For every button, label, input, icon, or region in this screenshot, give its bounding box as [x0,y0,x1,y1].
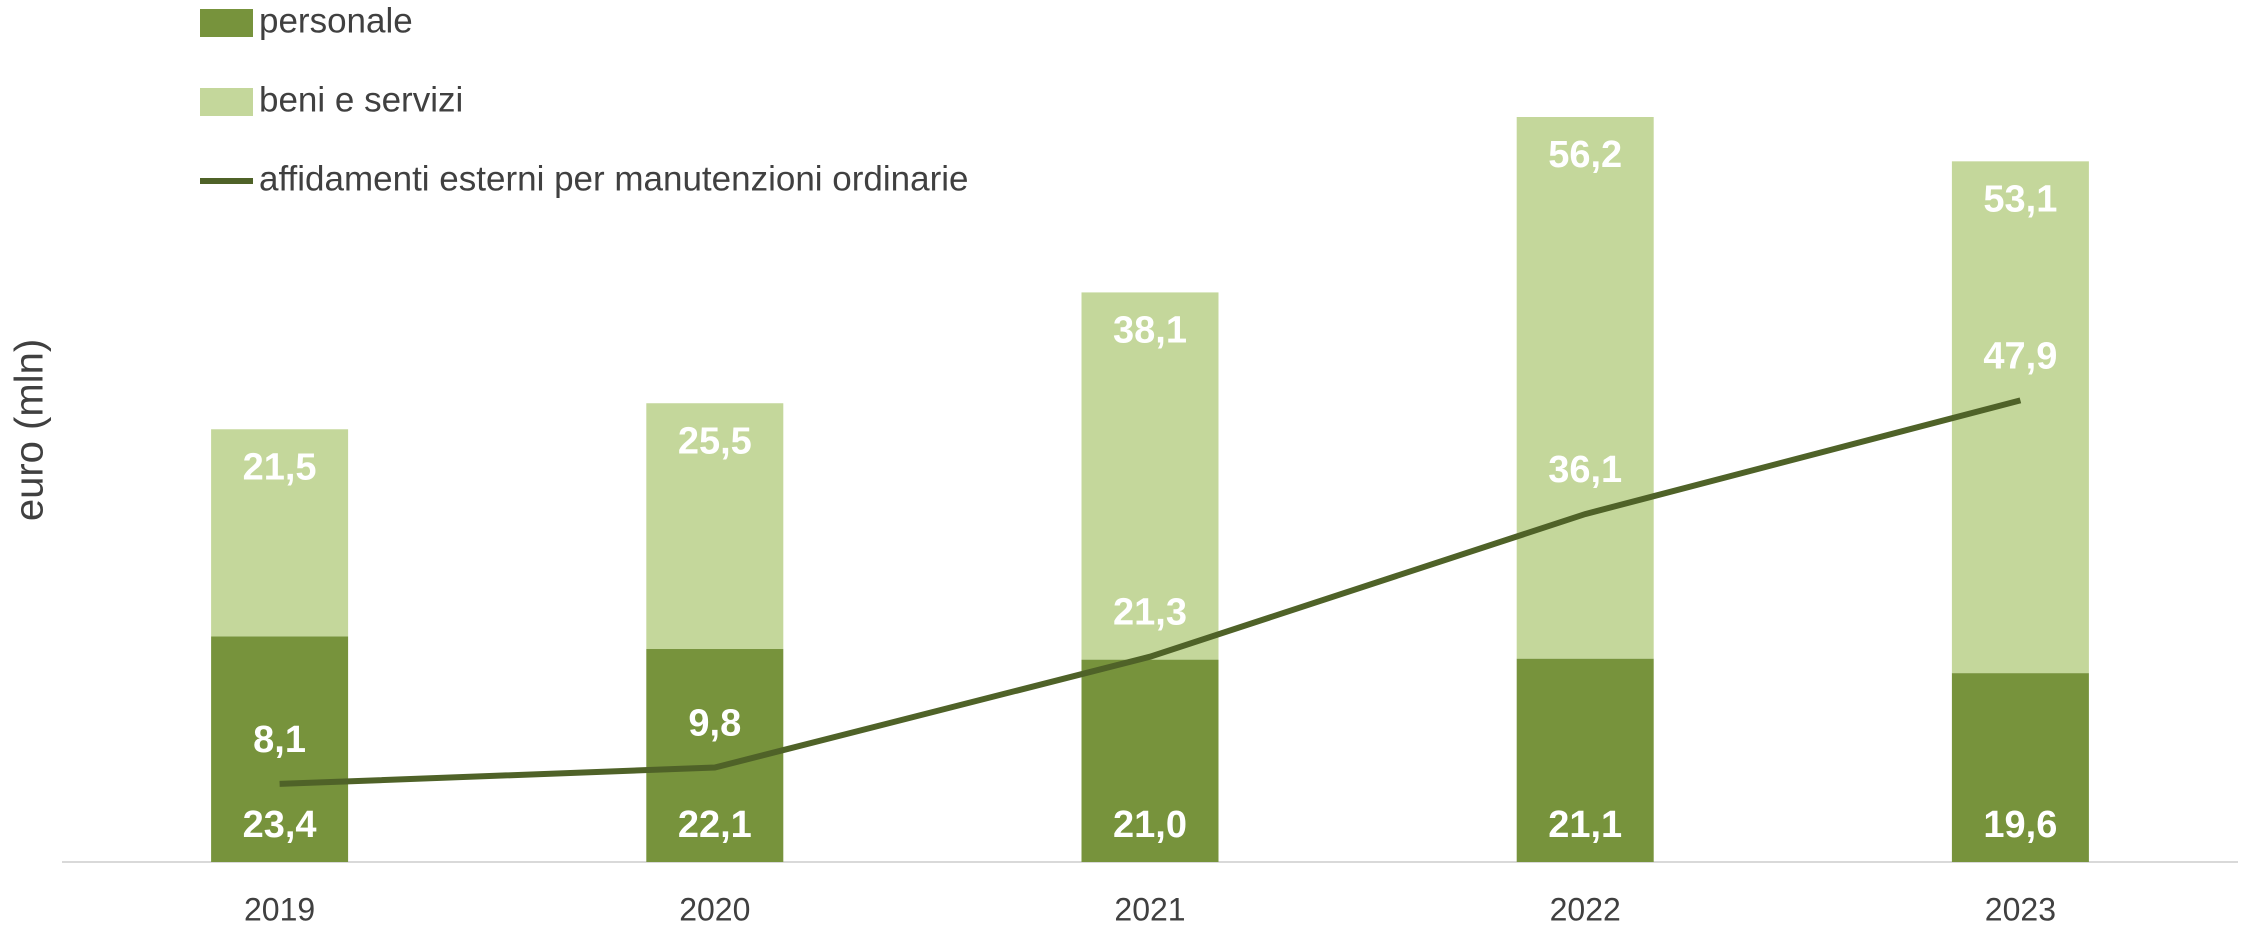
y-axis-label: euro (mln) [8,339,52,521]
data-label: 23,4 [243,804,317,846]
x-tick-label: 2020 [679,891,750,927]
legend-swatch [200,88,253,116]
data-label: 38,1 [1113,309,1187,351]
data-label: 56,2 [1548,134,1622,176]
bar-segment [1081,659,1219,862]
bar-segment [211,429,349,637]
data-label: 19,6 [1983,804,2057,846]
data-label: 22,1 [678,804,752,846]
bar-segment [646,403,784,650]
data-label: 21,1 [1548,804,1622,846]
legend-label: personale [259,1,413,40]
x-tick-label: 2021 [1114,891,1185,927]
data-label: 8,1 [253,719,306,761]
x-tick-label: 2022 [1550,891,1621,927]
data-label: 9,8 [688,703,741,745]
data-label: 21,0 [1113,804,1187,846]
bar-segment [1951,161,2089,674]
bar-segment [1516,117,1654,659]
legend-swatch [200,9,253,37]
line [279,397,2022,787]
data-label: 36,1 [1548,449,1622,491]
legend-label: beni e servizi [259,80,463,119]
data-label: 47,9 [1983,335,2057,377]
bar-segment [211,636,349,862]
data-label: 21,5 [243,446,317,488]
data-label: 53,1 [1983,178,2057,220]
bar-segment [1516,658,1654,862]
x-tick-label: 2023 [1985,891,2056,927]
data-label: 21,3 [1113,592,1187,634]
bar-segment [1951,673,2089,862]
legend-label: affidamenti esterni per manutenzioni ord… [259,159,969,198]
data-label: 25,5 [678,420,752,462]
bar-segment [1081,292,1219,660]
x-tick-label: 2019 [244,891,315,927]
